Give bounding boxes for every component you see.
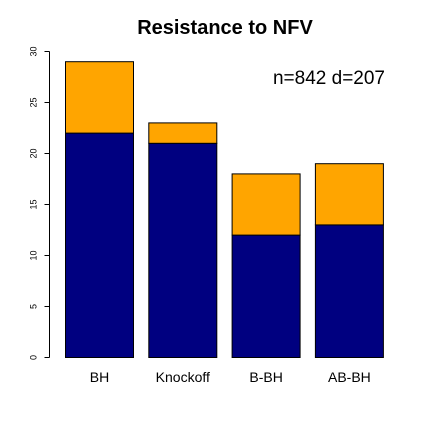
bar-ab-bh-segment-2 — [314, 163, 384, 226]
y-tick-label: 10 — [29, 250, 39, 260]
bar-b-bh-segment-2 — [231, 173, 301, 236]
bar-knockoff-segment-2 — [148, 122, 218, 144]
y-tick-label: 0 — [29, 355, 39, 360]
y-axis: 0 5 10 15 20 25 30 — [29, 46, 50, 360]
bar-ab-bh-segment-1 — [314, 224, 384, 358]
x-tick-label: AB-BH — [328, 369, 371, 385]
bar-knockoff-segment-1 — [148, 142, 218, 358]
y-tick-label: 20 — [29, 148, 39, 158]
bar-bh-segment-2 — [65, 61, 134, 134]
bar-bh-segment-1 — [65, 132, 134, 358]
sample-size-annotation: n=842 d=207 — [273, 68, 385, 89]
x-tick-label: Knockoff — [156, 369, 210, 385]
chart-title: Resistance to NFV — [137, 17, 313, 39]
x-tick-label: BH — [90, 369, 109, 385]
y-tick-label: 5 — [29, 304, 39, 309]
y-tick-label: 25 — [29, 97, 39, 107]
x-axis-labels: BH Knockoff B-BH AB-BH — [90, 369, 371, 385]
bars-layer — [65, 61, 384, 359]
bar-b-bh-segment-1 — [231, 234, 301, 359]
y-tick-label: 30 — [29, 46, 39, 56]
y-tick-label: 15 — [29, 199, 39, 209]
x-tick-label: B-BH — [249, 369, 282, 385]
